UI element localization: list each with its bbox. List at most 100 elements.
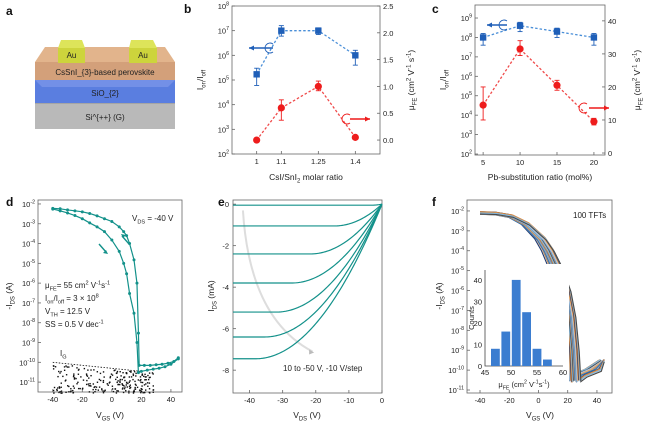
c-ytick-label: 103: [461, 130, 472, 140]
c-left-arc-icon: [498, 19, 508, 31]
d-gate-leakage-point: [149, 376, 151, 379]
d-transfer-point: [125, 234, 129, 238]
d-gate-leakage-point: [139, 376, 142, 378]
d-gate-leakage-point: [111, 385, 114, 387]
c-left-arrow-head-icon: [487, 22, 492, 28]
d-gate-leakage-point: [140, 387, 142, 390]
d-transfer-point: [51, 207, 55, 211]
d-gate-leakage-trend: [52, 361, 142, 372]
d-gate-leakage-point: [62, 375, 64, 378]
d-gate-leakage-point: [52, 389, 55, 392]
d-transfer-point: [151, 367, 155, 371]
au-electrode-right-top: [129, 40, 157, 48]
d-gate-leakage-point: [58, 370, 60, 373]
d-transfer-point: [73, 209, 77, 213]
d-gate-leakage-point: [53, 392, 55, 394]
d-gate-leakage-point: [145, 379, 147, 381]
d-ss-annotation: SS = 0.5 V dec-1: [45, 320, 104, 330]
f-inset-ytick-label: 20: [474, 319, 482, 328]
c-plot-frame: [474, 4, 606, 156]
d-gate-leakage-point: [78, 368, 80, 371]
e-xtick-label: 0: [380, 396, 384, 405]
c-right-arrow-head-icon: [604, 105, 609, 111]
d-gate-leakage-point: [143, 375, 145, 378]
d-transfer-point: [128, 291, 132, 295]
d-gate-leakage-point: [101, 388, 103, 390]
d-mobility-annotation: μFE= 55 cm2 V-1s-1: [45, 281, 110, 293]
d-transfer-point: [88, 211, 92, 215]
b-plot-frame: [231, 5, 381, 155]
b-ylabel-left: Ion/Ioff: [195, 70, 208, 91]
f-xtick-label: 20: [564, 396, 572, 405]
c-point-ratio: [590, 34, 598, 41]
d-gate-leakage-point: [88, 377, 90, 379]
d-transfer-point: [73, 214, 77, 218]
d-gate-leakage-point: [73, 387, 75, 389]
d-gate-leakage-point: [147, 374, 149, 377]
d-transfer-point: [157, 366, 161, 370]
d-transfer-point: [102, 230, 106, 234]
panel-label-a: a: [6, 4, 13, 18]
c-ytick-label: 102: [461, 150, 472, 160]
d-gate-leakage-point: [87, 383, 90, 385]
d-gate-leakage-point: [60, 386, 62, 388]
d-gate-leakage-point: [114, 388, 117, 390]
d-gate-leakage-point: [144, 376, 147, 378]
f-xtick-label: -40: [475, 396, 486, 405]
d-gate-leakage-point: [58, 391, 60, 394]
d-transfer-point: [163, 365, 167, 369]
d-transfer-point: [110, 238, 114, 242]
d-gate-leakage-point: [68, 385, 70, 388]
f-ytick-label: 10-7: [451, 306, 464, 316]
d-transfer-point: [122, 230, 126, 234]
panel-label-e: e: [218, 195, 225, 209]
d-transfer-curve-backward: [52, 208, 179, 374]
c-series-line-left: [482, 25, 595, 39]
d-gate-leakage-point: [141, 373, 144, 375]
d-gate-leakage-point: [125, 372, 128, 374]
d-gate-leakage-point: [117, 390, 119, 392]
e-output-curve-vgs--30: [233, 203, 383, 313]
si-gate-layer: [35, 103, 175, 129]
d-gate-leakage-point: [140, 381, 142, 384]
d-gate-leakage-point: [54, 366, 57, 368]
f-inset-ytick-label: 0: [478, 362, 482, 371]
d-gate-leakage-point: [114, 369, 116, 371]
d-transfer-point: [122, 261, 126, 265]
d-gate-leakage-point: [102, 392, 105, 394]
f-inset-bar: [522, 312, 531, 366]
d-xtick-label: 0: [110, 395, 114, 404]
e-ytick-label: -2: [222, 242, 229, 251]
d-transfer-point: [66, 208, 70, 212]
d-gate-leakage-point: [94, 385, 96, 388]
d-transfer-point: [176, 357, 180, 361]
si-gate-top: [35, 103, 175, 104]
d-gate-leakage-point: [112, 390, 115, 393]
d-sweep-arrow-down: [98, 243, 107, 253]
d-gate-leakage-point: [53, 386, 56, 389]
d-gate-leakage-point: [88, 391, 91, 393]
d-gate-leakage-point: [116, 381, 118, 384]
c-ytick-label: 104: [461, 111, 472, 121]
d-gate-leakage-point: [143, 384, 146, 386]
d-gate-leakage-point: [132, 373, 134, 375]
b-ytick-right-label: 2.0: [383, 29, 393, 38]
e-xtick-label: -10: [343, 396, 354, 405]
d-gate-leakage-point: [144, 373, 146, 376]
c-ytick-label: 109: [461, 14, 472, 24]
au-right-label: Au: [138, 51, 148, 60]
d-transfer-point: [88, 221, 92, 225]
d-gate-leakage-point: [99, 379, 102, 382]
b-ytick-right-label: 2.5: [383, 2, 393, 11]
d-gate-leakage-point: [143, 391, 146, 394]
b-ytick-label: 107: [218, 26, 229, 36]
f-xtick-label: 0: [536, 396, 540, 405]
d-gate-leakage-point: [147, 385, 149, 387]
d-onoff-annotation: Ion/Ioff = 3 × 108: [45, 294, 99, 306]
d-gate-leakage-point: [147, 378, 150, 381]
e-step-annotation: 10 to -50 V, -10 V/step: [283, 364, 363, 373]
d-gate-leakage-point: [73, 374, 75, 377]
d-gate-leakage-point: [125, 384, 128, 386]
d-gate-leakage-point: [128, 381, 131, 383]
